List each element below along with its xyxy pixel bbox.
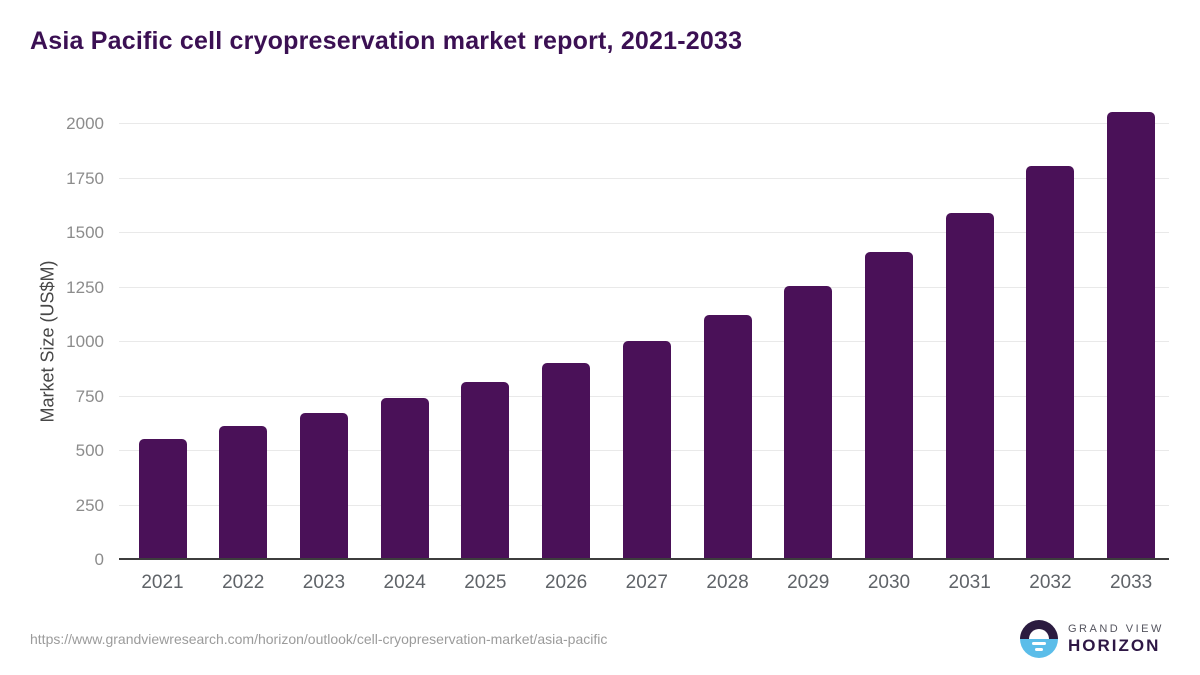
bar-2030[interactable] bbox=[864, 252, 913, 559]
x-tick-2023: 2023 bbox=[302, 572, 346, 593]
bar-2028[interactable] bbox=[703, 314, 752, 559]
brand-name-bottom: HORIZON bbox=[1068, 636, 1161, 655]
x-tick-2033: 2033 bbox=[1109, 572, 1153, 593]
source-url[interactable]: https://www.grandviewresearch.com/horizo… bbox=[30, 631, 608, 647]
bar-2022[interactable] bbox=[219, 426, 268, 559]
reflection-line-2 bbox=[1035, 647, 1043, 651]
x-tick-2030: 2030 bbox=[867, 572, 911, 593]
bar-2023[interactable] bbox=[299, 413, 348, 559]
y-tick-1250: 1250 bbox=[66, 277, 104, 297]
y-tick-750: 750 bbox=[75, 386, 104, 406]
bar-2033[interactable] bbox=[1107, 112, 1156, 559]
x-tick-2032: 2032 bbox=[1029, 572, 1072, 593]
x-tick-2027: 2027 bbox=[625, 572, 668, 593]
bar-2026[interactable] bbox=[542, 362, 591, 559]
sun-dome-shape bbox=[1029, 629, 1049, 639]
x-tick-2025: 2025 bbox=[464, 572, 507, 593]
bar-2029[interactable] bbox=[784, 286, 833, 559]
y-tick-250: 250 bbox=[75, 495, 104, 515]
y-axis-label: Market Size (US$M) bbox=[37, 260, 58, 423]
bar-2025[interactable] bbox=[461, 381, 510, 559]
x-tick-2029: 2029 bbox=[787, 572, 830, 593]
x-tick-2021: 2021 bbox=[141, 572, 184, 593]
y-tick-1500: 1500 bbox=[66, 223, 104, 242]
x-tick-2031: 2031 bbox=[948, 572, 991, 593]
gridline-1750 bbox=[119, 177, 1169, 179]
y-tick-500: 500 bbox=[75, 441, 104, 460]
y-tick-0: 0 bbox=[94, 550, 104, 569]
brand-name-top: GRAND VIEW bbox=[1068, 623, 1164, 635]
y-tick-2000: 2000 bbox=[66, 114, 104, 133]
bar-2027[interactable] bbox=[622, 340, 671, 559]
chart-title: Asia Pacific cell cryopreservation marke… bbox=[30, 27, 743, 55]
gridline-1500 bbox=[119, 232, 1169, 233]
bar-2024[interactable] bbox=[380, 398, 429, 559]
reflection-line-1 bbox=[1032, 642, 1046, 645]
y-tick-1750: 1750 bbox=[66, 168, 104, 188]
x-tick-2024: 2024 bbox=[383, 572, 426, 593]
brand-logo: GRAND VIEW HORIZON bbox=[1020, 620, 1164, 658]
horizon-sunrise-icon bbox=[1020, 620, 1058, 658]
y-tick-1000: 1000 bbox=[66, 332, 104, 351]
gridline-2000 bbox=[119, 123, 1169, 124]
x-tick-2028: 2028 bbox=[706, 572, 749, 593]
bar-2021[interactable] bbox=[138, 439, 187, 559]
bar-2031[interactable] bbox=[945, 213, 994, 559]
x-axis-line bbox=[119, 558, 1169, 560]
gridline-1250 bbox=[119, 286, 1169, 288]
bar-2032[interactable] bbox=[1026, 166, 1075, 559]
x-tick-2026: 2026 bbox=[544, 572, 588, 593]
brand-logo-text: GRAND VIEW HORIZON bbox=[1068, 623, 1164, 655]
x-tick-2022: 2022 bbox=[222, 572, 265, 593]
